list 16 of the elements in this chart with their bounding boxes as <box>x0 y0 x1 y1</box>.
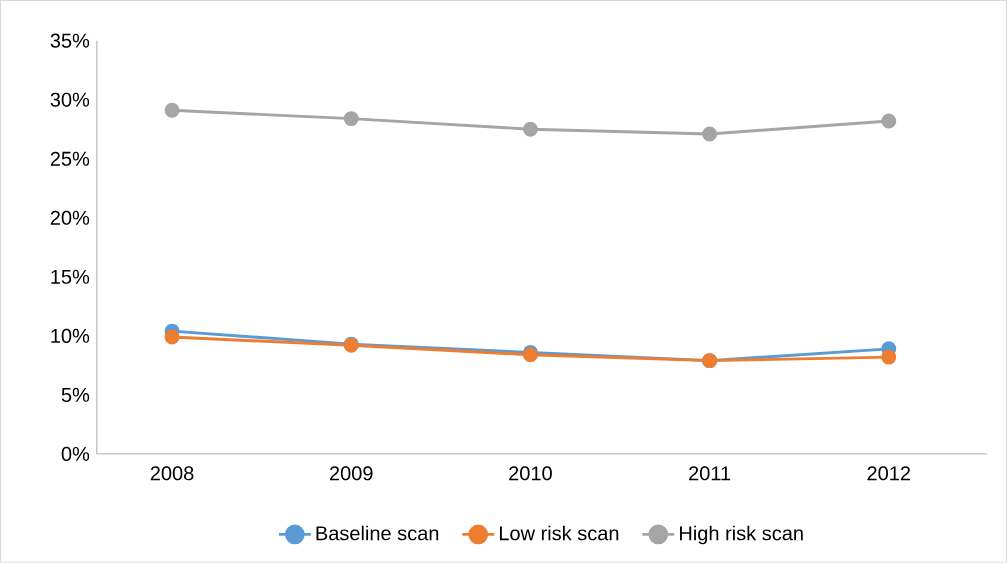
x-tick-label: 2008 <box>150 466 194 481</box>
x-tick-label: 2010 <box>509 466 552 481</box>
x-tick-label: 2009 <box>329 466 373 481</box>
y-tick-label: 5% <box>61 388 90 403</box>
x-tick-label: 2011 <box>689 466 731 481</box>
y-tick-label: 20% <box>50 210 90 225</box>
y-tick-label: 30% <box>50 92 90 107</box>
y-tick-label: 35% <box>50 33 90 48</box>
y-tick-label: 10% <box>51 328 90 344</box>
legend-label: Baseline scan <box>316 525 439 541</box>
y-tick-label: 15% <box>51 269 90 284</box>
y-tick-label: 25% <box>50 151 90 166</box>
legend-label: Low risk scan <box>499 525 619 541</box>
x-tick-label: 2012 <box>867 466 911 481</box>
y-tick-label: 0% <box>61 446 90 462</box>
legend-label: High risk scan <box>680 525 803 545</box>
